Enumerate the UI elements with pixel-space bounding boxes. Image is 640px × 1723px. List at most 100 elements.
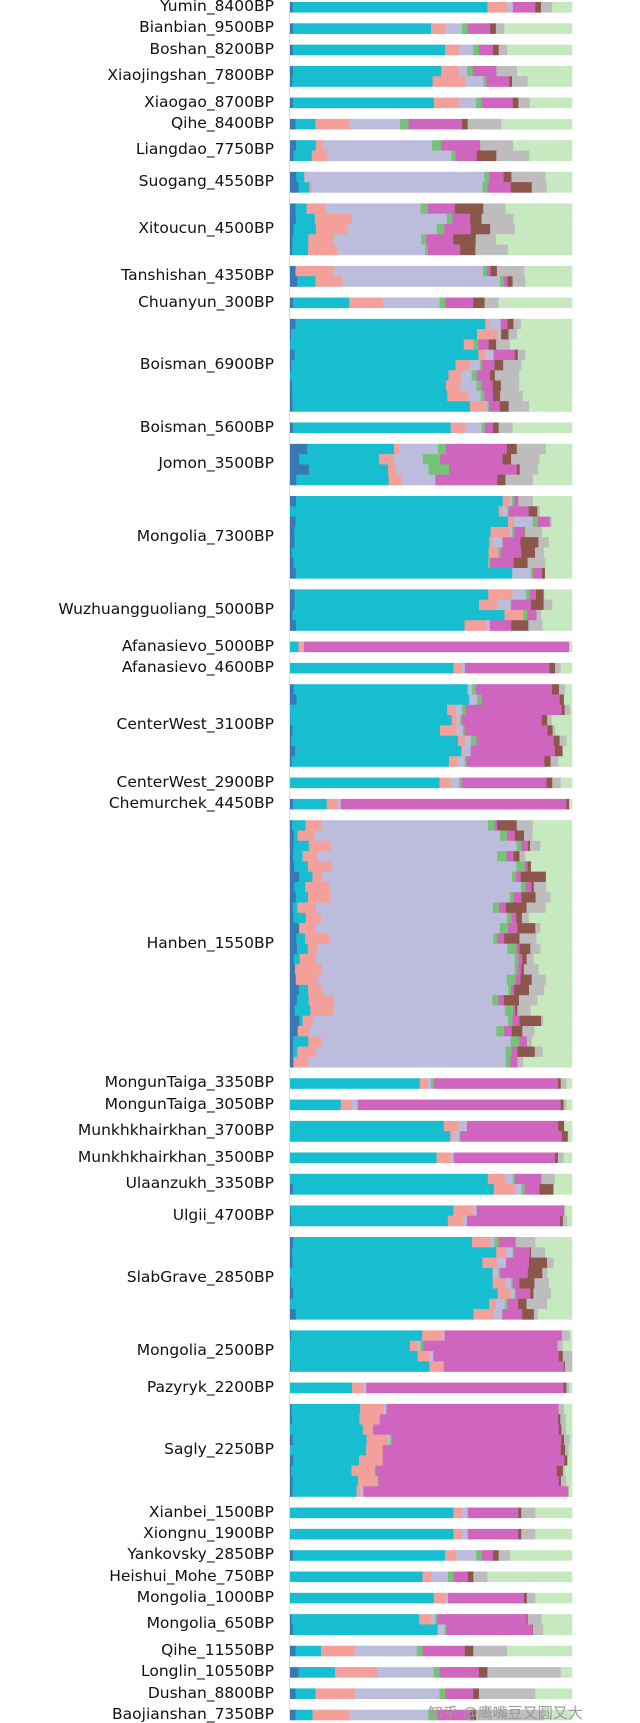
admixture-segment [527,1299,548,1310]
admixture-segment [431,1572,448,1583]
admixture-segment [290,985,299,996]
admixture-segment [290,1688,296,1699]
admixture-segment [449,464,517,475]
admixture-segment [528,1614,542,1625]
admixture-segment [540,923,572,934]
admixture-segment [468,1572,474,1583]
admixture-segment [293,1476,359,1487]
admixture-segment [429,464,450,475]
admixture-segment [494,1237,498,1248]
admixture-segment [503,537,521,548]
admixture-segment [295,964,322,975]
admixture-segment [334,266,484,277]
admixture-segment [299,1016,303,1027]
admixture-bars [290,2,573,1720]
admixture-segment [543,1624,572,1635]
admixture-segment [322,1036,512,1047]
admixture-segment [484,391,493,402]
admixture-segment [508,1016,513,1027]
admixture-segment [554,736,560,747]
admixture-segment [499,903,506,914]
admixture-segment [417,1341,420,1352]
admixture-segment [293,1550,446,1561]
admixture-segment [514,527,524,538]
admixture-segment [495,370,520,381]
admixture-segment [290,266,296,277]
admixture-segment [494,1184,516,1195]
admixture-segment [515,1005,517,1016]
admixture-segment [290,558,294,569]
admixture-segment [541,1016,544,1027]
admixture-segment [538,1309,573,1320]
admixture-segment [322,964,515,975]
admixture-segment [290,715,452,726]
admixture-segment [290,830,294,841]
admixture-segment [292,360,456,371]
admixture-segment [500,391,523,402]
admixture-segment [465,736,471,747]
admixture-segment [496,66,517,77]
admixture-segment [420,1341,423,1352]
admixture-segment [564,1383,567,1394]
admixture-segment [400,119,409,130]
admixture-segment [493,1550,499,1561]
population-label: CenterWest_3100BP [117,715,274,733]
admixture-segment [505,1299,508,1310]
admixture-segment [290,23,293,34]
admixture-segment [487,1667,561,1678]
admixture-segment [531,1005,573,1016]
admixture-segment [531,882,534,893]
admixture-segment [290,913,294,924]
admixture-segment [555,725,572,736]
admixture-segment [546,903,573,914]
admixture-segment [561,663,573,674]
admixture-segment [482,422,485,433]
admixture-segment [297,276,315,287]
admixture-segment [418,1351,430,1362]
admixture-segment [566,1476,572,1487]
admixture-segment [505,475,533,486]
admixture-segment [506,1247,513,1258]
admixture-segment [296,620,465,631]
admixture-segment [459,778,462,789]
admixture-segment [380,1414,559,1425]
admixture-segment [531,600,544,611]
admixture-segment [547,1299,572,1310]
admixture-segment [290,861,294,872]
admixture-segment [564,1121,572,1132]
admixture-segment [440,454,503,465]
admixture-segment [290,705,447,716]
admixture-segment [503,496,510,507]
admixture-segment [562,1330,570,1341]
admixture-segment [500,401,509,412]
admixture-segment [493,391,500,402]
admixture-segment [459,98,476,109]
admixture-segment [527,1593,536,1604]
admixture-segment [537,506,540,517]
admixture-segment [508,985,511,996]
admixture-segment [504,1026,512,1037]
admixture-segment [300,954,316,965]
admixture-segment [312,151,328,162]
population-label: Chuanyun_300BP [138,293,274,311]
admixture-segment [485,350,494,361]
admixture-segment [510,892,514,903]
admixture-segment [462,1529,468,1540]
admixture-segment [315,276,342,287]
admixture-segment [483,76,486,87]
admixture-segment [408,119,462,130]
admixture-segment [331,892,510,903]
admixture-segment [363,1383,366,1394]
admixture-segment [529,401,572,412]
admixture-segment [558,1078,561,1089]
admixture-segment [538,517,551,528]
admixture-segment [547,1258,554,1269]
admixture-segment [290,820,292,831]
admixture-segment [296,475,389,486]
admixture-segment [532,182,547,193]
admixture-segment [446,381,461,392]
population-label: Yumin_8400BP [160,0,274,15]
admixture-segment [491,266,498,277]
admixture-segment [429,1351,433,1362]
admixture-segment [525,882,531,893]
